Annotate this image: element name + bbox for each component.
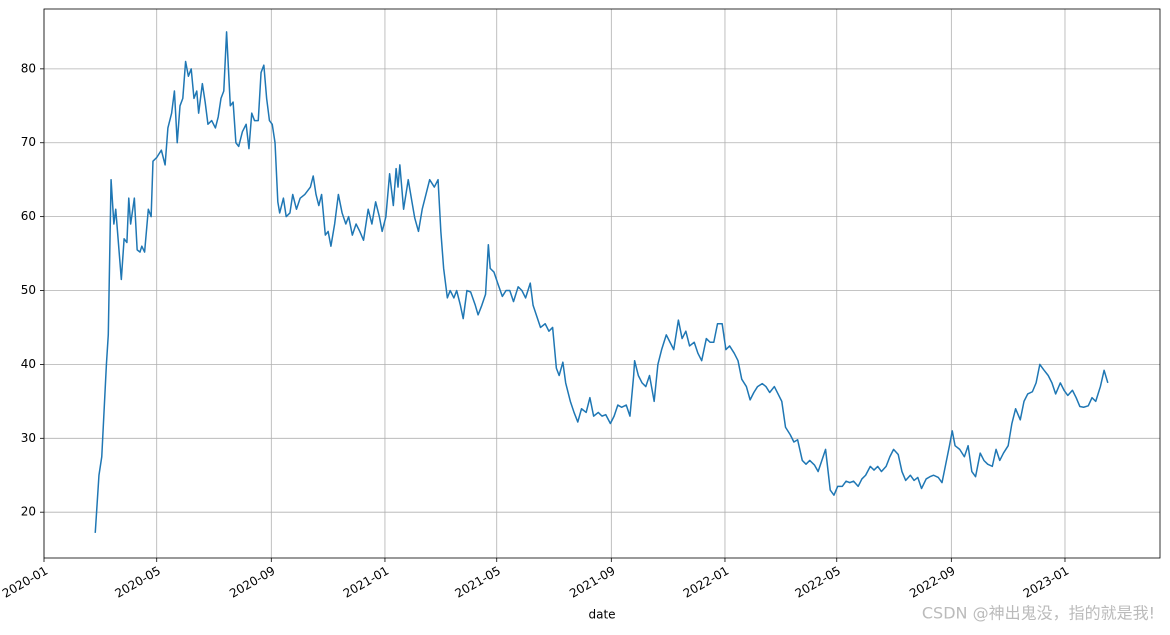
x-tick-label: 2022-01 xyxy=(681,564,731,601)
y-tick-label: 70 xyxy=(21,135,36,149)
plot-frame xyxy=(43,8,1161,559)
x-tick-label: 2023-01 xyxy=(1021,564,1071,601)
y-tick-label: 40 xyxy=(21,357,36,371)
x-tick-label: 2022-05 xyxy=(793,564,843,601)
x-tick-label: 2020-05 xyxy=(113,564,163,601)
x-tick-label: 2020-09 xyxy=(227,564,277,601)
x-tick-label: 2021-01 xyxy=(341,564,391,601)
x-tick-label: 2021-09 xyxy=(567,564,617,601)
y-tick-label: 60 xyxy=(21,209,36,223)
y-tick-label: 80 xyxy=(21,61,36,75)
y-tick-label: 50 xyxy=(21,283,36,297)
watermark: CSDN @神出鬼没，指的就是我! xyxy=(922,604,1155,623)
x-tick-label: 2021-05 xyxy=(453,564,503,601)
x-tick-label: 2020-01 xyxy=(0,564,50,601)
price-line xyxy=(94,31,1109,533)
y-tick-label: 30 xyxy=(21,431,36,445)
x-tick-label: 2022-09 xyxy=(907,564,957,601)
x-axis-label: date xyxy=(588,608,615,622)
y-tick-label: 20 xyxy=(21,505,36,519)
